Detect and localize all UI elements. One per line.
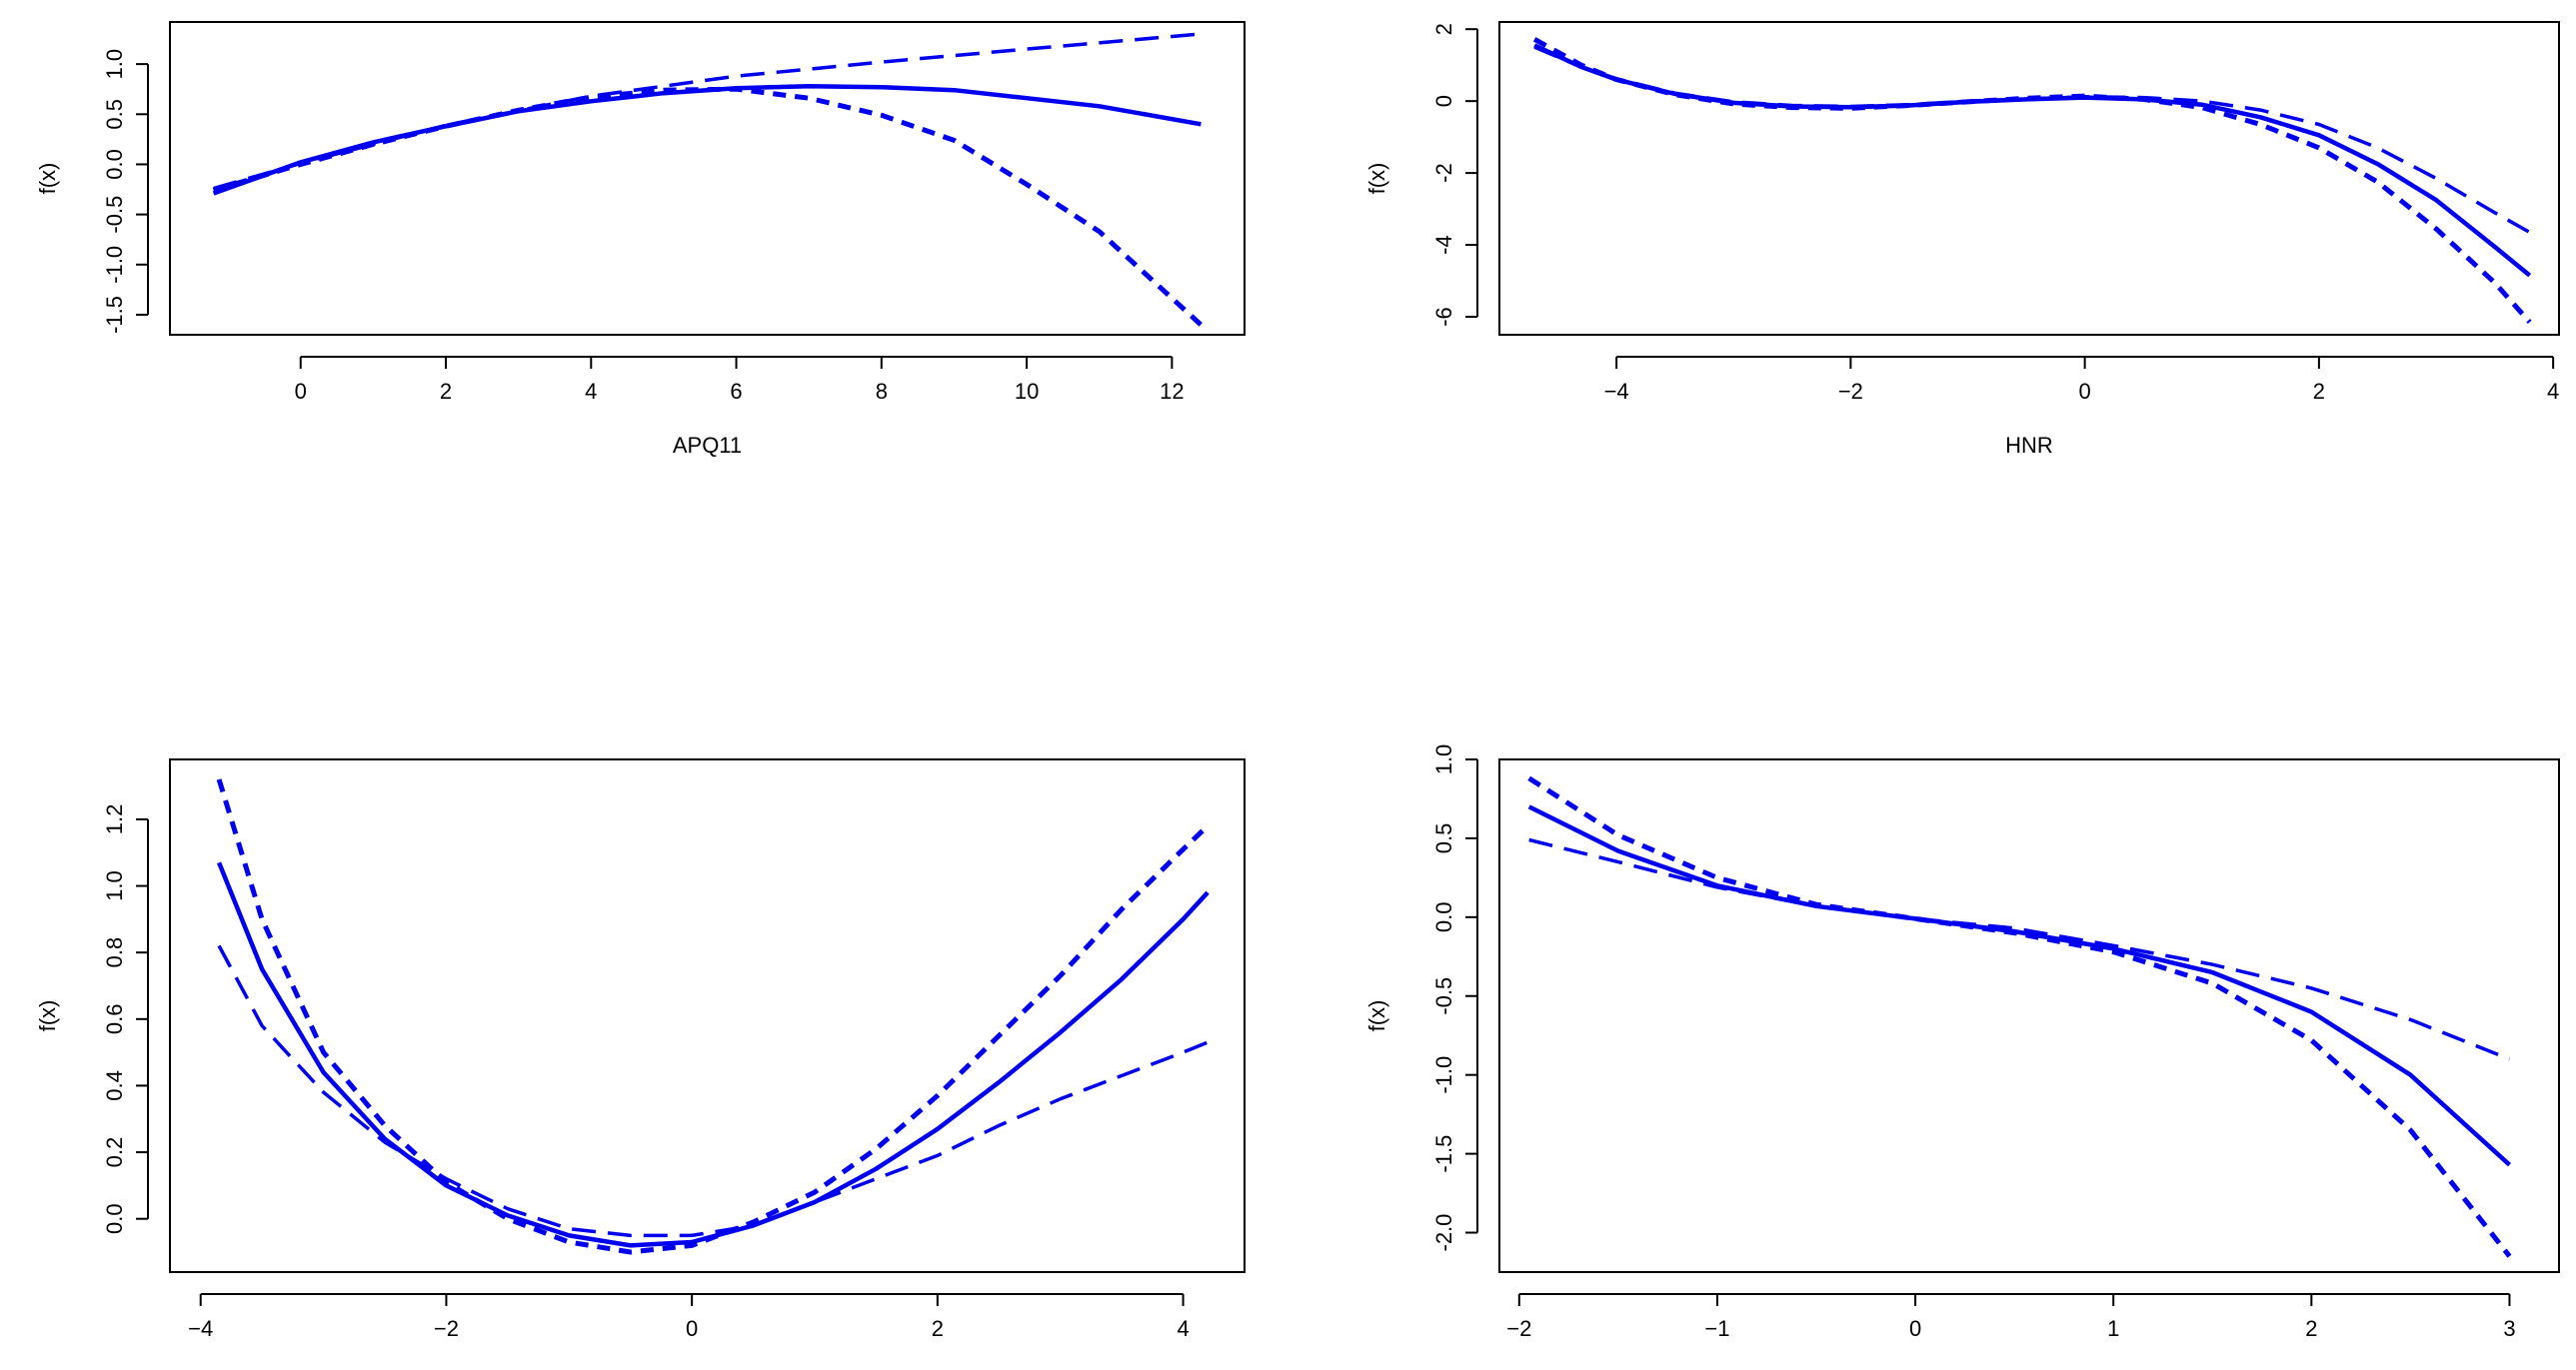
y-tick-label: 0.0: [102, 1203, 127, 1234]
plot-frame: [169, 21, 1246, 336]
chart-panel-1: 0 2 4 6 8 10 12 -1.5 -1.0 -0.5 0.0 0.5 1.0 APQ11 f(x): [35, 21, 1246, 458]
y-tick-label: 0: [1431, 95, 1456, 107]
x-tick-label: −2: [434, 1316, 459, 1341]
y-tick-label: 1.0: [102, 870, 127, 901]
y-tick-label: 0.8: [102, 937, 127, 968]
chart-panel-2: −4 −2 0 2 4 -6 -4 -2 0 2 HNR f(x): [1364, 21, 2560, 458]
y-tick-label: -0.5: [102, 196, 127, 234]
x-tick-label: 10: [1015, 379, 1039, 404]
x-tick-label: 2: [2305, 1316, 2317, 1341]
y-axis-title: f(x): [35, 163, 60, 195]
x-tick-label: −4: [1604, 379, 1629, 404]
y-tick-label: 0.2: [102, 1137, 127, 1168]
x-tick-label: 8: [876, 379, 888, 404]
x-tick-label: 0: [295, 379, 307, 404]
x-tick-label: 0: [686, 1316, 698, 1341]
estimate-curve: [217, 861, 1210, 1248]
y-tick-label: -2: [1431, 163, 1456, 183]
y-tick-label: 1.2: [102, 804, 127, 835]
y-tick-label: -6: [1431, 307, 1456, 327]
upper-band-curve: [216, 778, 1210, 1255]
y-tick-label: 0.6: [102, 1004, 127, 1035]
x-tick-label: 4: [585, 379, 597, 404]
x-tick-label: 3: [2503, 1316, 2515, 1341]
x-tick-label: 2: [440, 379, 452, 404]
y-tick-label: -1.0: [102, 246, 127, 284]
y-tick-label: 0.5: [1431, 823, 1456, 854]
x-tick-label: 0: [1909, 1316, 1921, 1341]
x-tick-label: 2: [2313, 379, 2325, 404]
lower-band-curve: [217, 944, 1209, 1238]
y-tick-label: 1.0: [102, 49, 127, 80]
y-axis-title: f(x): [35, 1000, 60, 1032]
y-tick-label: -1.5: [102, 296, 127, 334]
y-tick-label: 0.4: [102, 1070, 127, 1101]
x-tick-label: 4: [1177, 1316, 1189, 1341]
x-tick-label: 4: [2547, 379, 2559, 404]
estimate-curve: [212, 83, 1202, 196]
x-tick-label: −2: [1838, 379, 1863, 404]
x-tick-label: 2: [932, 1316, 944, 1341]
plot-frame: [1498, 21, 2560, 336]
upper-band-curve: [1533, 45, 2531, 235]
lower-band-curve: [1532, 37, 2532, 325]
lower-band-curve: [1528, 837, 2511, 1061]
plot-frame: [1498, 758, 2560, 1273]
y-tick-label: 2: [1431, 23, 1456, 35]
estimate-curve: [1527, 804, 2512, 1167]
plot-frame: [169, 758, 1246, 1273]
y-tick-label: 0.0: [1431, 902, 1456, 933]
x-tick-label: 6: [730, 379, 742, 404]
y-tick-label: 1.0: [1431, 744, 1456, 775]
y-axis-title: f(x): [1364, 163, 1389, 195]
y-tick-label: -2.0: [1431, 1214, 1456, 1252]
y-tick-label: -0.5: [1431, 977, 1456, 1015]
x-tick-label: −2: [1506, 1316, 1531, 1341]
x-tick-label: 12: [1160, 379, 1184, 404]
y-tick-label: -4: [1431, 235, 1456, 255]
x-tick-label: −1: [1704, 1316, 1729, 1341]
upper-band-curve: [213, 32, 1202, 191]
y-axis-title: f(x): [1364, 1000, 1389, 1032]
y-tick-label: -1.5: [1431, 1135, 1456, 1173]
upper-band-curve: [1527, 775, 2512, 1258]
x-axis-title: HNR: [2005, 433, 2053, 458]
y-tick-label: 0.5: [102, 99, 127, 130]
x-tick-label: 1: [2107, 1316, 2119, 1341]
x-tick-label: −4: [188, 1316, 213, 1341]
y-tick-label: -1.0: [1431, 1056, 1456, 1094]
x-tick-label: 0: [2079, 379, 2091, 404]
estimate-curve: [1533, 43, 2532, 278]
y-tick-label: 0.0: [102, 149, 127, 180]
x-axis-title: APQ11: [673, 433, 742, 458]
lower-band-curve: [212, 86, 1204, 327]
